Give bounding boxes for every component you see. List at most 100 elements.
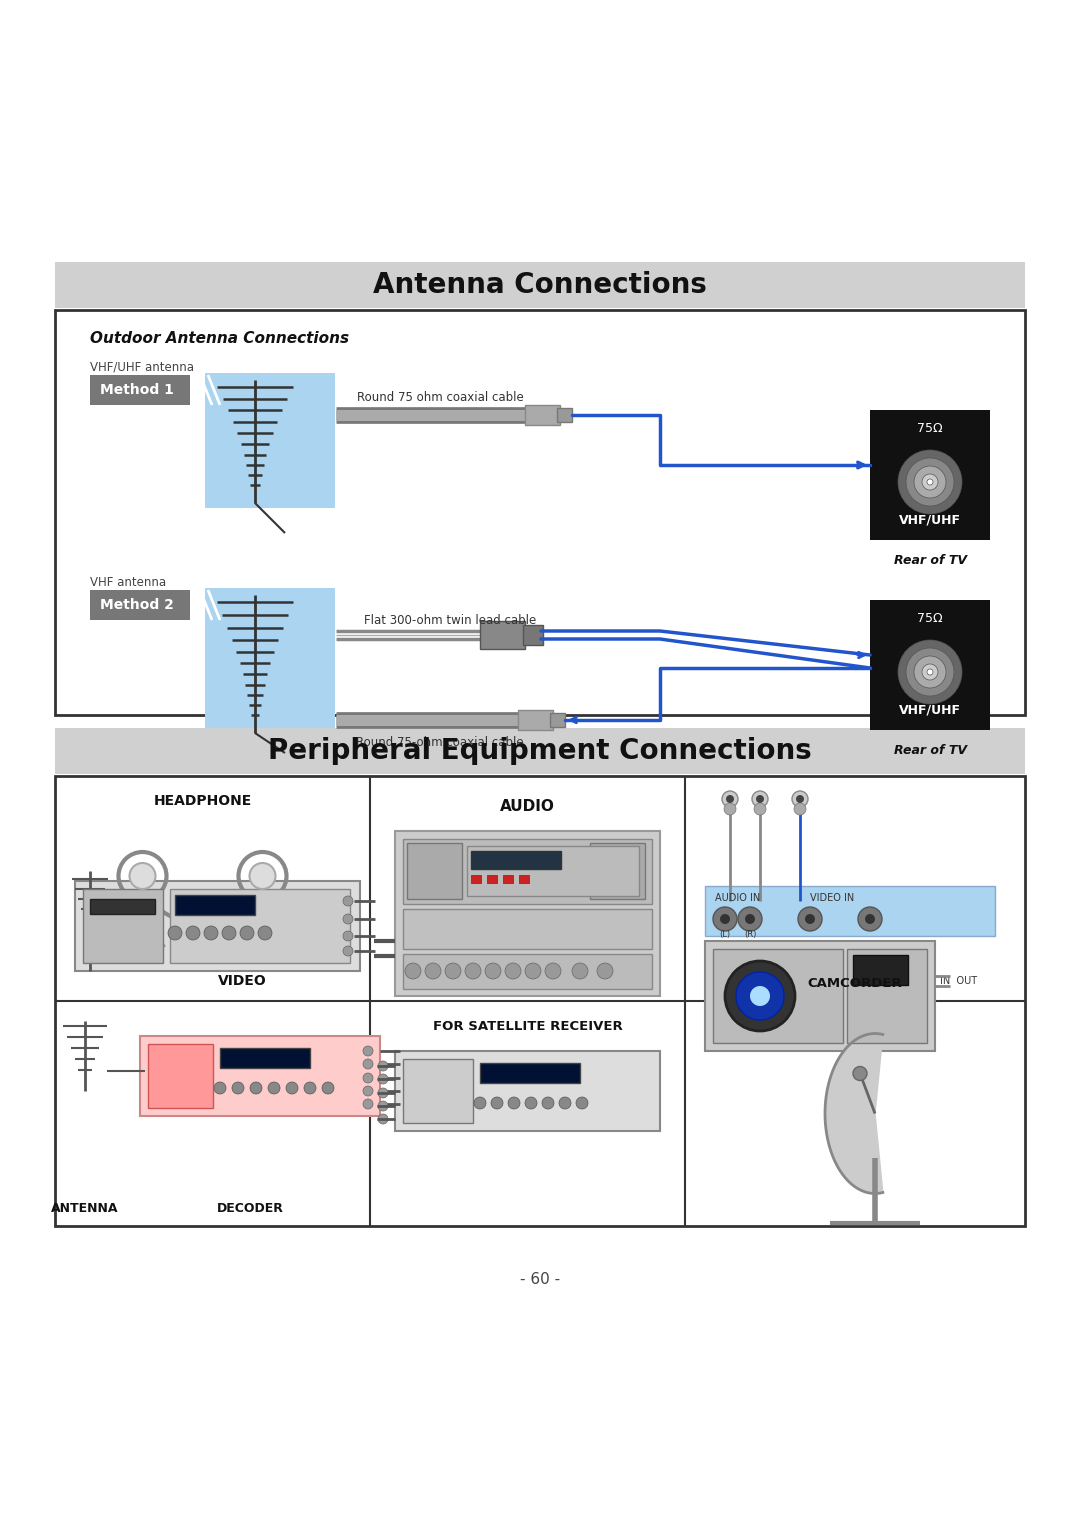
Text: VHF antenna: VHF antenna	[90, 576, 166, 588]
Circle shape	[378, 1060, 388, 1071]
Circle shape	[927, 669, 933, 675]
Text: Peripheral Equipment Connections: Peripheral Equipment Connections	[268, 736, 812, 766]
Bar	[205, 588, 335, 738]
Circle shape	[906, 458, 954, 506]
Bar	[480, 620, 525, 649]
Circle shape	[286, 1082, 298, 1094]
Circle shape	[363, 1047, 373, 1056]
Circle shape	[927, 478, 933, 484]
Bar	[55, 776, 1025, 1225]
Circle shape	[726, 795, 734, 804]
Text: Method 1: Method 1	[100, 384, 174, 397]
Circle shape	[906, 648, 954, 695]
Bar	[870, 601, 990, 730]
Bar	[870, 410, 990, 539]
Circle shape	[378, 1114, 388, 1125]
Bar	[847, 949, 927, 1044]
Circle shape	[794, 804, 806, 814]
Text: (R): (R)	[744, 929, 756, 938]
Text: Rear of TV: Rear of TV	[893, 553, 967, 567]
Circle shape	[805, 914, 815, 924]
Text: CAMCORDER: CAMCORDER	[808, 976, 903, 990]
Circle shape	[303, 1082, 316, 1094]
Circle shape	[750, 986, 770, 1005]
Circle shape	[796, 795, 804, 804]
Circle shape	[249, 1082, 262, 1094]
Bar	[713, 949, 843, 1044]
Circle shape	[525, 1097, 537, 1109]
Circle shape	[542, 1097, 554, 1109]
Circle shape	[445, 963, 461, 979]
Text: Method 2: Method 2	[100, 597, 174, 613]
Circle shape	[858, 908, 882, 931]
Bar	[55, 261, 1025, 309]
Bar	[407, 843, 462, 898]
Circle shape	[914, 466, 946, 498]
Bar	[557, 408, 572, 422]
Circle shape	[204, 926, 218, 940]
Circle shape	[378, 1088, 388, 1099]
Bar	[518, 711, 553, 730]
Circle shape	[405, 963, 421, 979]
Circle shape	[525, 963, 541, 979]
Circle shape	[545, 963, 561, 979]
Circle shape	[258, 926, 272, 940]
Circle shape	[754, 804, 766, 814]
Text: VHF/UHF: VHF/UHF	[899, 703, 961, 717]
Bar	[55, 727, 1025, 775]
Text: (L): (L)	[719, 929, 730, 938]
Circle shape	[914, 656, 946, 688]
Circle shape	[474, 1097, 486, 1109]
Circle shape	[343, 931, 353, 941]
Circle shape	[505, 963, 521, 979]
Bar	[503, 876, 513, 883]
Text: Round 75-ohm coaxial cable: Round 75-ohm coaxial cable	[356, 735, 524, 749]
Text: FOR SATELLITE RECEIVER: FOR SATELLITE RECEIVER	[433, 1019, 622, 1033]
Text: DECODER: DECODER	[217, 1201, 283, 1215]
Circle shape	[897, 640, 962, 704]
Bar	[175, 895, 255, 915]
Circle shape	[897, 451, 962, 513]
Circle shape	[363, 1073, 373, 1083]
Bar	[395, 831, 660, 996]
Circle shape	[363, 1059, 373, 1070]
Circle shape	[322, 1082, 334, 1094]
Bar	[83, 889, 163, 963]
Circle shape	[363, 1099, 373, 1109]
Circle shape	[572, 963, 588, 979]
Circle shape	[720, 914, 730, 924]
Bar	[471, 876, 481, 883]
Circle shape	[378, 1102, 388, 1111]
Bar	[705, 886, 995, 937]
Circle shape	[343, 895, 353, 906]
Circle shape	[713, 908, 737, 931]
Bar	[403, 953, 652, 989]
Circle shape	[735, 972, 784, 1021]
Bar	[395, 1051, 660, 1131]
Bar	[550, 714, 565, 727]
Circle shape	[168, 926, 183, 940]
Circle shape	[922, 474, 939, 490]
Text: VIDEO IN: VIDEO IN	[810, 892, 854, 903]
Circle shape	[343, 914, 353, 924]
Text: HEADPHONE: HEADPHONE	[153, 795, 252, 808]
Circle shape	[725, 961, 795, 1031]
Bar	[140, 1036, 380, 1115]
Circle shape	[756, 795, 764, 804]
Polygon shape	[825, 1033, 882, 1193]
Text: AUDIO: AUDIO	[500, 799, 555, 813]
Text: VHF/UHF antenna: VHF/UHF antenna	[90, 361, 194, 373]
Text: Flat 300-ohm twin lead cable: Flat 300-ohm twin lead cable	[364, 614, 536, 626]
Circle shape	[745, 914, 755, 924]
Circle shape	[232, 1082, 244, 1094]
Bar	[467, 847, 639, 895]
Text: Outdoor Antenna Connections: Outdoor Antenna Connections	[90, 330, 349, 345]
Text: ANTENNA: ANTENNA	[51, 1201, 119, 1215]
Text: 75Ω: 75Ω	[917, 611, 943, 625]
Circle shape	[222, 926, 237, 940]
Text: VIDEO: VIDEO	[218, 973, 267, 989]
Circle shape	[723, 792, 738, 807]
Bar	[55, 310, 1025, 715]
Text: Rear of TV: Rear of TV	[893, 744, 967, 756]
Text: AUDIO IN: AUDIO IN	[715, 892, 760, 903]
